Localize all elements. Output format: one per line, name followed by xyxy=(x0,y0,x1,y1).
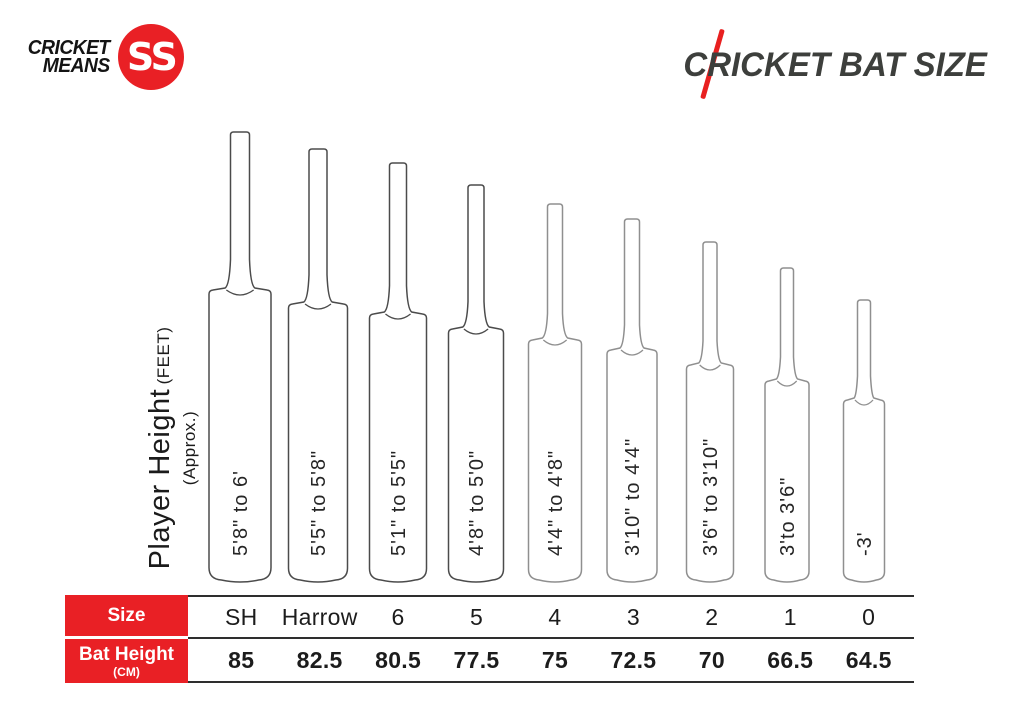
size-value-cell: 5 xyxy=(469,603,484,630)
bat-height-row-values: 85 82.5 80.5 77.5 75 72.5 70 66.5 64.5 xyxy=(188,639,914,683)
bat-player-height-label: 5'5" to 5'8" xyxy=(308,450,330,556)
bat-collar-line xyxy=(385,313,411,320)
bat-height-header-unit: (CM) xyxy=(113,664,140,679)
bat-collar-line xyxy=(304,303,332,310)
bat-player-height-label: 5'8" to 6' xyxy=(230,470,252,556)
bat-collar-line xyxy=(776,380,798,387)
size-row-values: SH Harrow 6 5 4 3 2 1 0 xyxy=(188,595,914,639)
bat-height-value-cell: 72.5 xyxy=(610,646,657,673)
bat-outline xyxy=(764,267,810,583)
bat-height-value-cell: 70 xyxy=(698,646,725,673)
size-value-cell: 3 xyxy=(626,603,640,630)
bat-collar-line xyxy=(225,289,255,296)
bat-collar-line xyxy=(463,328,489,335)
bat-harrow: 5'5" to 5'8" xyxy=(287,148,349,583)
bat-player-height-label: 3'10" to 4'4" xyxy=(622,438,644,556)
bat-5: 4'8" to 5'0" xyxy=(447,184,505,583)
bat-outline xyxy=(527,203,583,583)
bat-collar-line xyxy=(620,349,644,356)
size-value-cell: SH xyxy=(224,603,258,630)
bat-collar-line xyxy=(854,399,874,406)
logo-line1: CRICKET xyxy=(27,36,110,59)
bat-collar-line xyxy=(699,364,721,371)
bat-height-header-label: Bat Height xyxy=(79,643,174,665)
bat-1: 3'to 3'6" xyxy=(764,267,810,583)
brand-logo-text: CRICKET MEANS xyxy=(27,36,110,77)
bat-player-height-label: -3' xyxy=(854,531,876,556)
bat-outline xyxy=(287,148,349,583)
size-value-cell: 6 xyxy=(391,603,405,630)
brand-logo: CRICKET MEANS SS xyxy=(26,24,185,90)
size-value-cell: 1 xyxy=(783,603,797,630)
size-value-cell: 0 xyxy=(862,603,876,630)
bat-outline xyxy=(208,131,272,583)
bat-player-height-label: 3'6" to 3'10" xyxy=(700,438,722,556)
bat-sh: 5'8" to 6' xyxy=(208,131,272,583)
bat-illustrations: 5'8" to 6' 5'5" to 5'8" 5'1" to 5'5" 4'8" t… xyxy=(208,131,886,583)
bat-player-height-label: 3'to 3'6" xyxy=(777,477,799,556)
bat-height-header-cell: Bat Height (CM) xyxy=(65,639,188,683)
bat-height-value-cell: 82.5 xyxy=(296,646,343,673)
size-row: Size SH Harrow 6 5 4 3 2 1 0 xyxy=(65,595,914,639)
bat-height-value-cell: 80.5 xyxy=(375,646,422,673)
bat-height-row: Bat Height (CM) 85 82.5 80.5 77.5 75 72.5 70 66… xyxy=(65,639,914,683)
bat-6: 5'1" to 5'5" xyxy=(368,162,428,583)
size-table: Size SH Harrow 6 5 4 3 2 1 0 Bat Height (CM) 85 8… xyxy=(65,595,914,683)
bat-outline xyxy=(447,184,505,583)
logo-line2: MEANS xyxy=(42,55,110,77)
bat-height-value-cell: 75 xyxy=(541,646,569,673)
bat-height-value-cell: 66.5 xyxy=(767,646,814,673)
bat-height-value-cell: 64.5 xyxy=(845,646,892,673)
size-value-cell: 4 xyxy=(548,603,562,630)
bat-outline xyxy=(368,162,428,583)
bat-outline xyxy=(842,299,886,583)
bat-4: 4'4" to 4'8" xyxy=(527,203,583,583)
size-value-cell: Harrow xyxy=(281,603,358,630)
bat-3: 3'10" to 4'4" xyxy=(606,218,658,583)
bat-0: -3' xyxy=(842,299,886,583)
size-value-cell: 2 xyxy=(705,603,719,630)
bat-outline xyxy=(606,218,658,583)
bat-player-height-label: 4'8" to 5'0" xyxy=(466,450,488,556)
bat-height-value-cell: 77.5 xyxy=(453,646,500,673)
bat-player-height-label: 5'1" to 5'5" xyxy=(388,450,410,556)
size-header-cell: Size xyxy=(65,595,188,636)
bat-2: 3'6" to 3'10" xyxy=(685,241,735,583)
ss-logo-badge: SS xyxy=(118,24,185,90)
bat-outline xyxy=(685,241,735,583)
bat-player-height-label: 4'4" to 4'8" xyxy=(545,450,567,556)
page-title: CRICKET BAT SIZE xyxy=(683,46,987,84)
bat-collar-line xyxy=(542,339,568,346)
bat-height-value-cell: 85 xyxy=(228,646,255,673)
